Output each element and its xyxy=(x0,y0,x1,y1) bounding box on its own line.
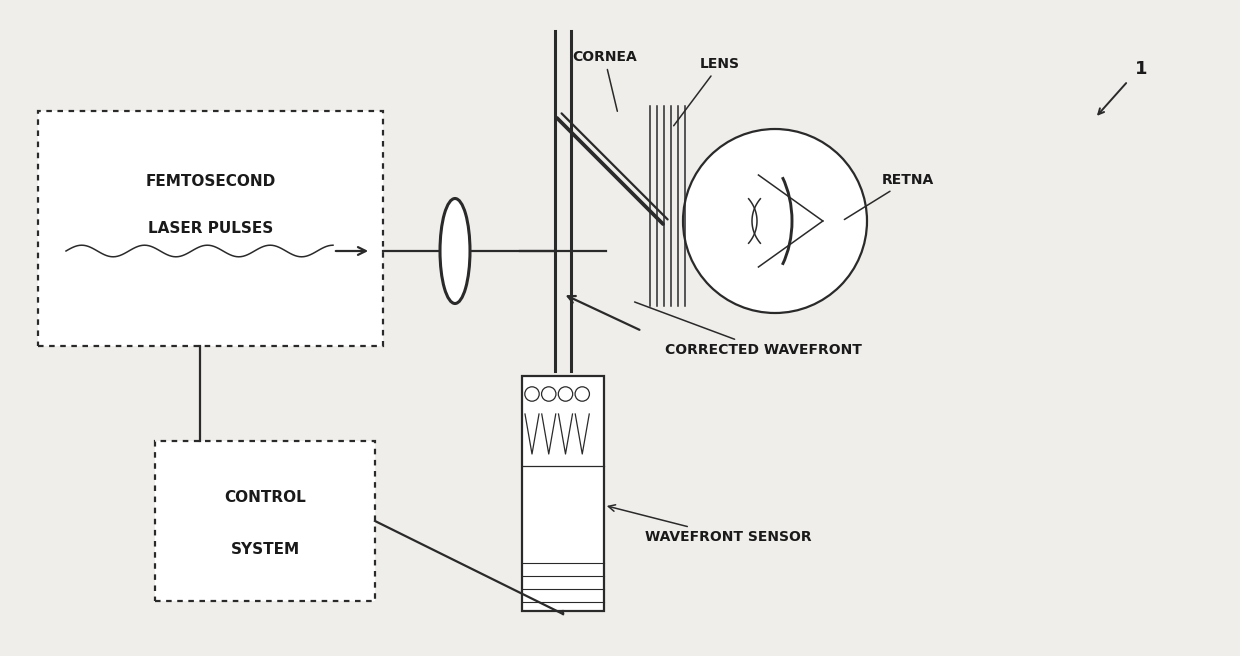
Text: WAVEFRONT SENSOR: WAVEFRONT SENSOR xyxy=(609,504,812,544)
Text: CONTROL: CONTROL xyxy=(224,489,306,504)
Text: SYSTEM: SYSTEM xyxy=(231,543,300,558)
Bar xyxy=(522,376,604,611)
Circle shape xyxy=(575,387,589,401)
Bar xyxy=(38,111,383,346)
Ellipse shape xyxy=(440,199,470,304)
Text: RETNA: RETNA xyxy=(844,173,934,220)
Text: CORNEA: CORNEA xyxy=(572,50,637,112)
Text: CORRECTED WAVEFRONT: CORRECTED WAVEFRONT xyxy=(635,302,862,357)
Text: 1: 1 xyxy=(1135,60,1147,78)
Text: FEMTOSECOND: FEMTOSECOND xyxy=(145,174,275,189)
Circle shape xyxy=(542,387,556,401)
Bar xyxy=(155,441,374,601)
Circle shape xyxy=(525,387,539,401)
Text: LASER PULSES: LASER PULSES xyxy=(148,221,273,236)
Circle shape xyxy=(683,129,867,313)
Text: LENS: LENS xyxy=(673,57,740,126)
Circle shape xyxy=(558,387,573,401)
